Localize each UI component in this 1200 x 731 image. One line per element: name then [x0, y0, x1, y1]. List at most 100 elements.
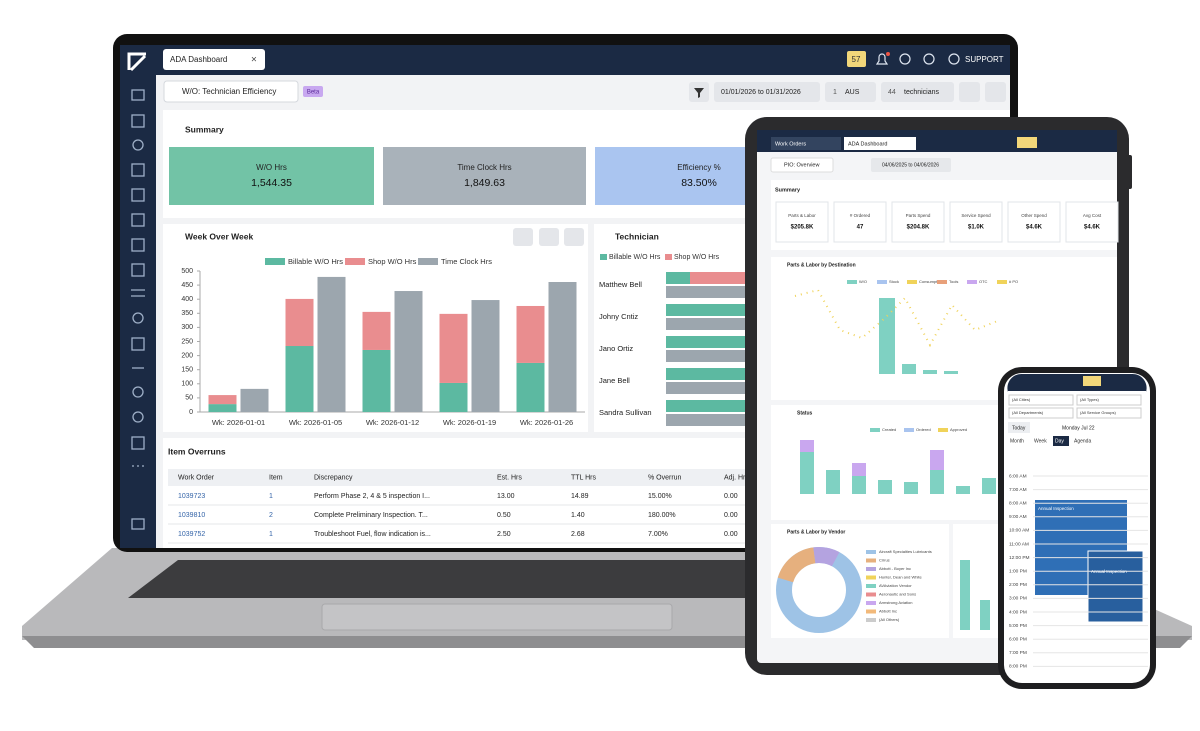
technician-bar [690, 272, 746, 284]
tab-close-icon[interactable]: × [251, 55, 257, 66]
legend-swatch [866, 618, 876, 622]
event-2[interactable] [1087, 550, 1144, 623]
technician-bar [666, 368, 746, 380]
expand-button[interactable] [985, 82, 1006, 102]
legend-swatch [866, 567, 876, 571]
legend-swatch [997, 280, 1007, 284]
legend-label: # PO [1009, 279, 1018, 284]
summary-title: Summary [185, 124, 224, 134]
link-cell[interactable]: 1039752 [178, 531, 205, 538]
link-cell[interactable]: 2 [269, 512, 273, 519]
technician-bar [666, 400, 746, 412]
legend-label: Armstrong Aviation [879, 600, 913, 605]
technician-title: Technician [615, 231, 659, 241]
tablet-kpi-card [775, 201, 829, 243]
y-tick-label: 150 [181, 367, 193, 374]
technician-name: Matthew Bell [599, 280, 642, 289]
support-link[interactable]: SUPPORT [965, 55, 1004, 64]
legend-swatch [907, 280, 917, 284]
legend-swatch [877, 280, 887, 284]
tablet-kpi-label: Parts Spend [906, 213, 931, 218]
time-label: 7:00 PM [1009, 650, 1027, 656]
legend-label: Abbott Inc [879, 609, 897, 614]
date-range: 01/01/2026 to 01/31/2026 [721, 89, 801, 96]
legend-swatch [847, 280, 857, 284]
tech-select[interactable] [881, 82, 954, 102]
list-button[interactable] [513, 228, 533, 246]
view-tab[interactable]: Month [1010, 438, 1024, 444]
tablet-tab-label: Work Orders [775, 141, 806, 147]
count-badge[interactable] [847, 51, 866, 67]
time-label: 5:00 PM [1009, 623, 1027, 629]
tablet-kpi-label: Other Spend [1021, 213, 1047, 218]
legend-label: W/O [859, 279, 867, 284]
tablet-date-select[interactable] [871, 158, 951, 172]
cell: 13.00 [497, 493, 515, 500]
link-cell[interactable]: 1039723 [178, 493, 205, 500]
time-label: 8:00 PM [1009, 664, 1027, 670]
tablet-summary-title: Summary [775, 187, 801, 193]
legend-swatch [265, 258, 285, 265]
laptop-content: W/O Hrs 1,544.35 Time Clock Hrs 1,849.63 Eff… [168, 147, 1010, 544]
bar [471, 300, 500, 412]
today-button[interactable] [1008, 422, 1030, 433]
x-tick-label: Wk: 2026-01-01 [212, 418, 265, 427]
date-select[interactable] [714, 82, 820, 102]
location-select[interactable] [825, 82, 876, 102]
cell: Perform Phase 2, 4 & 5 inspection I... [314, 493, 430, 500]
technician-bar [666, 414, 746, 426]
cell: 180.00% [648, 512, 676, 519]
kpi-label: Time Clock Hrs [457, 163, 511, 172]
phone-filter[interactable] [1076, 407, 1142, 419]
link-cell[interactable]: 1039810 [178, 512, 205, 519]
technician-name: Jane Bell [599, 376, 630, 385]
legend-swatch [665, 254, 672, 260]
view-tab[interactable]: Week [1034, 438, 1047, 444]
table-button[interactable] [539, 228, 559, 246]
cell: Troubleshoot Fuel, flow indication is... [314, 531, 431, 538]
today-label: Today [1012, 425, 1026, 431]
time-label: 6:00 PM [1009, 636, 1027, 642]
column-header: % Overrun [648, 474, 682, 481]
kpi-tile [169, 147, 374, 205]
link-cell[interactable]: 1 [269, 493, 273, 500]
legend-swatch [866, 584, 876, 588]
kpi-label: W/O Hrs [256, 163, 287, 172]
legend-swatch [937, 280, 947, 284]
tablet-tab-active[interactable] [844, 137, 916, 150]
column-header: Adj. Hrs [724, 474, 749, 481]
report-select[interactable] [163, 80, 299, 103]
legend-swatch [866, 550, 876, 554]
tablet-report: PIO: Overview [784, 162, 819, 168]
tablet-kpi-card [1007, 201, 1061, 243]
link-cell[interactable]: 1 [269, 531, 273, 538]
y-tick-label: 250 [181, 338, 193, 345]
phone-filter[interactable] [1008, 407, 1074, 419]
trackpad [321, 603, 673, 631]
bar [516, 362, 545, 412]
refresh-button[interactable] [959, 82, 980, 102]
tablet-report-select[interactable] [770, 157, 834, 173]
tablet-kpi-value: $1.0K [968, 225, 985, 231]
technician-bar [666, 350, 746, 362]
phone-filter[interactable] [1008, 394, 1074, 406]
legend-swatch [904, 428, 914, 432]
y-tick-label: 200 [181, 352, 193, 359]
cell: 0.00 [724, 493, 738, 500]
tablet-kpi-value: $4.6K [1084, 225, 1101, 231]
view-tab[interactable]: Day [1055, 438, 1064, 444]
technician-bar [666, 336, 746, 348]
tablet-badge [1017, 137, 1037, 148]
tab[interactable] [163, 49, 265, 70]
legend-label: Shop W/O Hrs [674, 254, 720, 261]
phone-filter[interactable] [1076, 394, 1142, 406]
technician-name: Sandra Sullivan [599, 408, 652, 417]
tablet-tab[interactable] [771, 137, 841, 150]
legend-swatch [967, 280, 977, 284]
legend-label: Approved [950, 427, 967, 432]
legend-label: Consumption [919, 279, 943, 284]
view-tab[interactable]: Agenda [1074, 438, 1091, 444]
export-button[interactable] [564, 228, 584, 246]
calendar-date: Monday Jul 22 [1062, 425, 1095, 431]
legend-swatch [866, 558, 876, 563]
